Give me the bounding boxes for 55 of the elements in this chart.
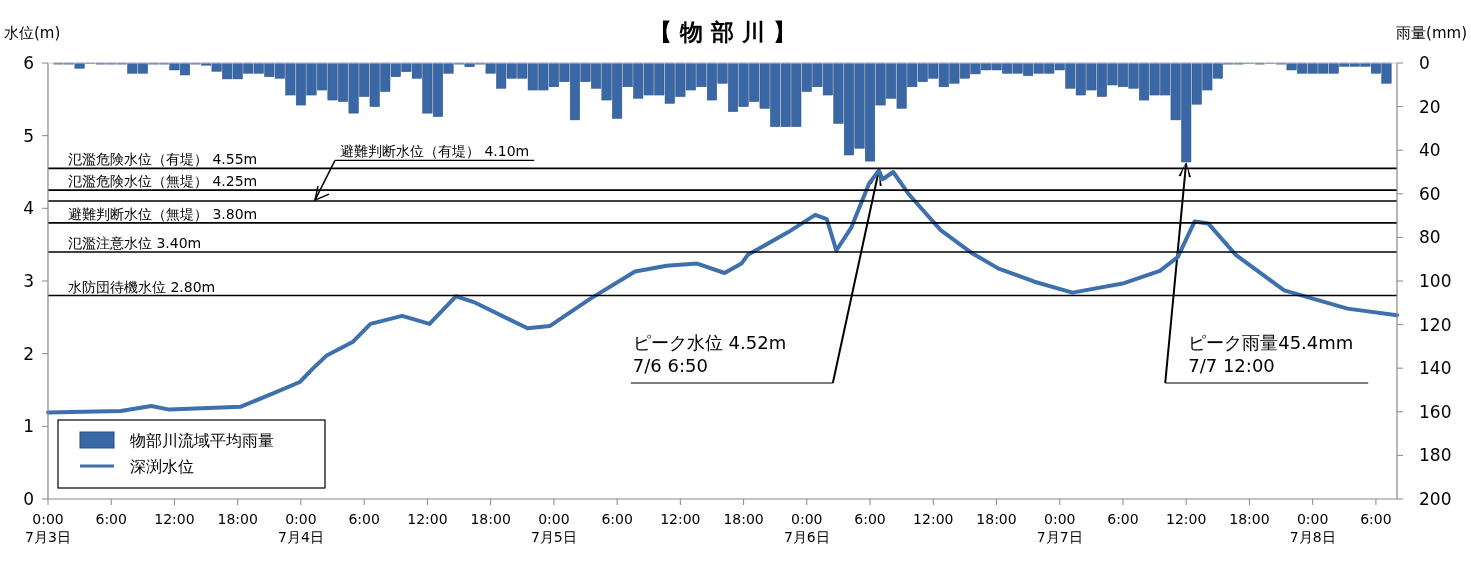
x-tick-label: 12:00 [913,511,954,527]
legend-label: 物部川流域平均雨量 [130,431,274,450]
ref-line-label: 氾濫注意水位 3.40m [68,234,202,251]
ref-line-label: 避難判断水位（有堤） 4.10m [340,143,530,160]
annotation: ピーク水位 4.52m 7/6 6:50 [632,332,787,376]
annotation: ピーク水位 4.52m 7/6 6:50 [630,332,834,384]
chart-title: 【 物 部 川 】 [648,19,797,45]
y-tick-label: 0 [23,489,34,509]
x-tick-label: 12:00 [660,511,701,527]
y-tick-label: 3 [23,271,34,291]
x-tick-label: 6:00 [1107,511,1139,527]
x-tick-label: 18:00 [470,511,511,527]
x-tick-label: 12:00 [154,511,195,527]
x-tick-label: 0:00 7月7日 [1036,511,1083,545]
x-tick-label: 18:00 [976,511,1017,527]
y2-tick-label: 0 [1419,53,1430,73]
x-tick-label: 0:00 7月3日 [25,511,71,545]
annotation: ピーク雨量45.4mm 7/7 12:00 [1164,332,1369,384]
y2-tick-label: 120 [1419,314,1452,335]
ref-line-label: 氾濫危険水位（無堤） 4.25m [68,173,258,190]
x-tick-label: 18:00 [723,511,764,527]
y2-tick-label: 180 [1419,445,1452,466]
y-axis-title: 水位(m) [4,24,61,42]
x-tick-label: 6:00 [95,511,127,527]
ref-line-label: 水防団待機水位 2.80m [68,278,216,295]
y2-tick-label: 40 [1419,140,1441,161]
y-tick-label: 5 [23,125,34,146]
y-tick-label: 1 [23,416,34,437]
x-tick-label: 0:00 7月5日 [530,511,577,545]
y2-tick-label: 60 [1419,183,1441,204]
y-tick-label: 4 [23,198,34,219]
x-tick-label: 18:00 [1229,511,1270,527]
y-tick-label: 6 [23,53,34,73]
x-tick-label: 6:00 [1360,511,1392,527]
y2-axis-title: 雨量(mm) [1396,24,1467,42]
ref-line-label: 避難判断水位（無堤） 3.80m [68,205,258,222]
y-tick-label: 2 [23,343,34,364]
x-tick-label: 12:00 [407,511,448,527]
annotation: ピーク雨量45.4mm 7/7 12:00 [1188,332,1354,376]
x-tick-label: 6:00 [854,511,886,527]
y2-tick-label: 160 [1419,401,1452,422]
x-tick-label: 0:00 7月6日 [783,511,830,545]
x-tick-label: 0:00 7月8日 [1289,511,1336,545]
y2-tick-label: 20 [1419,96,1441,117]
y2-tick-label: 80 [1419,227,1441,248]
ref-line-label: 氾濫危険水位（有堤） 4.55m [68,151,258,168]
x-tick-label: 6:00 [601,511,633,527]
x-tick-label: 18:00 [217,511,258,527]
x-tick-label: 12:00 [1166,511,1207,527]
legend-label: 深渕水位 [130,457,194,476]
x-tick-label: 0:00 7月4日 [278,511,324,545]
y2-tick-label: 140 [1419,358,1452,379]
y2-tick-label: 100 [1419,271,1452,291]
y2-tick-label: 200 [1419,489,1452,509]
x-tick-label: 6:00 [348,511,380,527]
